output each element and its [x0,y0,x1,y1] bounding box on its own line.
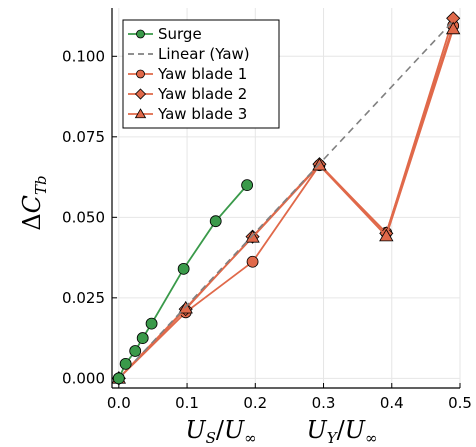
series-4-point-5 [445,21,461,35]
x-tick-label-0: 0.0 [107,394,131,412]
series-0-point-7 [241,179,254,192]
x-label-sub-3: Y [327,429,339,447]
legend-label-3: Yaw blade 2 [157,85,247,103]
x-axis-label-yaw: UY/U∞ [307,416,378,447]
legend-label-0: Surge [158,25,202,43]
y-axis-label: ΔCTb [18,175,50,230]
x-tick-label-1: 0.1 [175,394,199,412]
series-line-4 [118,28,455,379]
legend-label-2: Yaw blade 1 [157,65,247,83]
series-0 [112,179,254,385]
y-tick-label-3: 0.075 [62,128,105,146]
x-label-slash-1: / [216,416,225,444]
axes [111,8,460,389]
x-tick-label-3: 0.3 [312,394,336,412]
x-tick-label-4: 0.4 [380,394,404,412]
series-1 [118,20,454,379]
x-label-main-2: U [224,416,245,444]
y-axis-label-prefix: Δ [18,213,46,230]
y-tick-label-1: 0.025 [62,289,105,307]
y-tick-label-4: 0.100 [62,47,105,65]
legend-label-1: Linear (Yaw) [158,45,250,63]
series-layer [111,11,461,386]
series-2-point-2 [246,255,259,268]
y-tick-label-2: 0.050 [62,208,105,226]
series-0-point-2 [129,345,142,357]
x-label-sub-1: S [206,429,216,447]
series-4-point-4 [379,228,394,242]
x-tick-label-2: 0.2 [243,394,267,412]
series-0-point-4 [145,317,158,330]
series-0-point-5 [177,262,190,275]
ticks: 0.0 0.1 0.2 0.3 0.4 0.5 0.000 0.025 0.050 0.075 0.… [62,47,472,412]
series-0-point-6 [209,215,222,228]
x-label-main-3: U [307,416,328,444]
x-tick-label-5: 0.5 [448,394,472,412]
x-label-slash-2: / [337,416,346,444]
x-label-main-4: U [345,416,366,444]
x-label-sub-4: ∞ [365,429,378,447]
series-0-point-1 [119,357,132,370]
legend-marker-2 [136,69,145,79]
x-label-main-1: U [185,416,206,444]
legend-label-4: Yaw blade 3 [157,105,247,123]
x-label-sub-2: ∞ [244,429,257,447]
series-line-1 [118,20,454,379]
y-tick-label-0: 0.000 [62,369,105,387]
legend-marker-0 [136,29,145,39]
y-axis-label-sub: Tb [32,175,50,195]
legend-marker-3 [134,88,147,100]
series-0-point-0 [112,372,125,385]
y-axis-label-main: C [18,195,46,213]
series-0-point-3 [136,332,149,344]
legend-marker-4 [134,108,147,119]
x-axis-label-surge: US/U∞ [185,416,256,447]
legend: Surge Linear (Yaw) Yaw blade 1 Yaw blade 2 Y… [122,19,280,129]
